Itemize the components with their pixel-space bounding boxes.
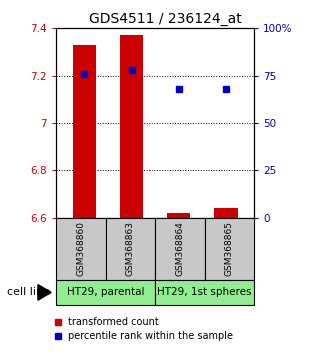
- Bar: [167, 213, 190, 218]
- Text: GSM368863: GSM368863: [126, 221, 135, 276]
- Text: transformed count: transformed count: [68, 317, 158, 327]
- Text: GSM368860: GSM368860: [76, 221, 85, 276]
- Polygon shape: [38, 285, 51, 300]
- Text: percentile rank within the sample: percentile rank within the sample: [68, 331, 233, 341]
- Text: HT29, 1st spheres: HT29, 1st spheres: [157, 287, 252, 297]
- Text: GDS4511 / 236124_at: GDS4511 / 236124_at: [89, 12, 241, 27]
- Bar: [214, 208, 238, 218]
- Bar: [120, 35, 143, 218]
- Text: HT29, parental: HT29, parental: [67, 287, 144, 297]
- Text: GSM368864: GSM368864: [175, 221, 184, 276]
- Text: cell line: cell line: [7, 287, 50, 297]
- Bar: [73, 45, 96, 218]
- Text: GSM368865: GSM368865: [225, 221, 234, 276]
